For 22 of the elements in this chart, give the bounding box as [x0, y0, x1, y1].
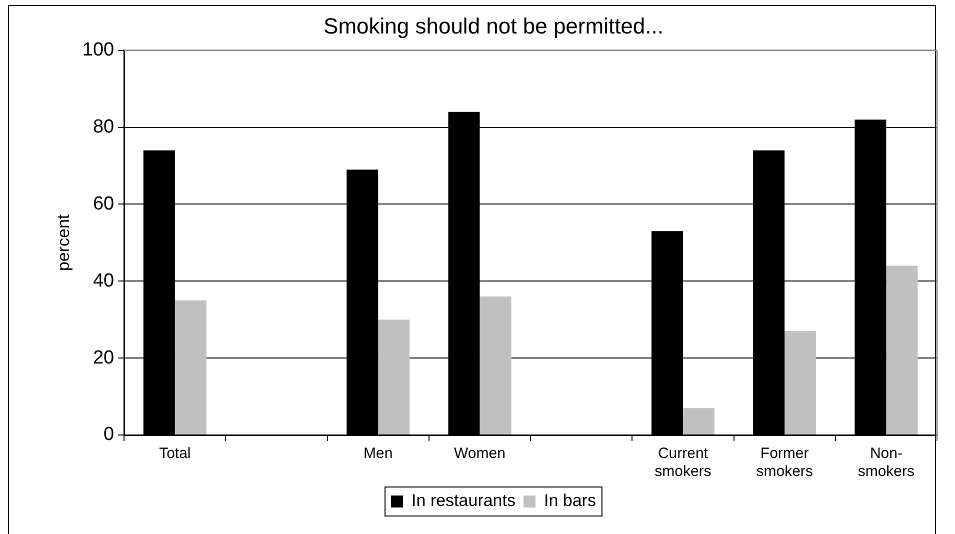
chart-title: Smoking should not be permitted...: [324, 13, 664, 38]
y-tick-label: 20: [92, 347, 114, 368]
bar: [784, 331, 816, 434]
x-tick-label: Women: [454, 445, 506, 462]
bar: [682, 408, 714, 434]
x-tick-label: Former smokers: [756, 445, 813, 480]
x-tick-label: Current smokers: [654, 445, 712, 480]
bar: [480, 296, 512, 434]
y-tick-label: 40: [92, 270, 114, 292]
x-tick-label: Total: [159, 445, 191, 462]
bar: [378, 320, 410, 434]
y-tick-label: 100: [82, 40, 114, 61]
x-tick-label: Men: [364, 445, 393, 462]
legend-label: In restaurants: [412, 491, 516, 510]
x-tick-label: Non-smokers: [858, 445, 915, 480]
y-tick-label: 60: [92, 193, 114, 214]
legend-label: In bars: [544, 491, 596, 510]
bar: [174, 300, 206, 434]
bar: [886, 266, 918, 434]
y-tick-label: 0: [104, 424, 114, 446]
y-tick-label: 80: [92, 116, 114, 138]
y-axis-title: percent: [54, 214, 73, 272]
